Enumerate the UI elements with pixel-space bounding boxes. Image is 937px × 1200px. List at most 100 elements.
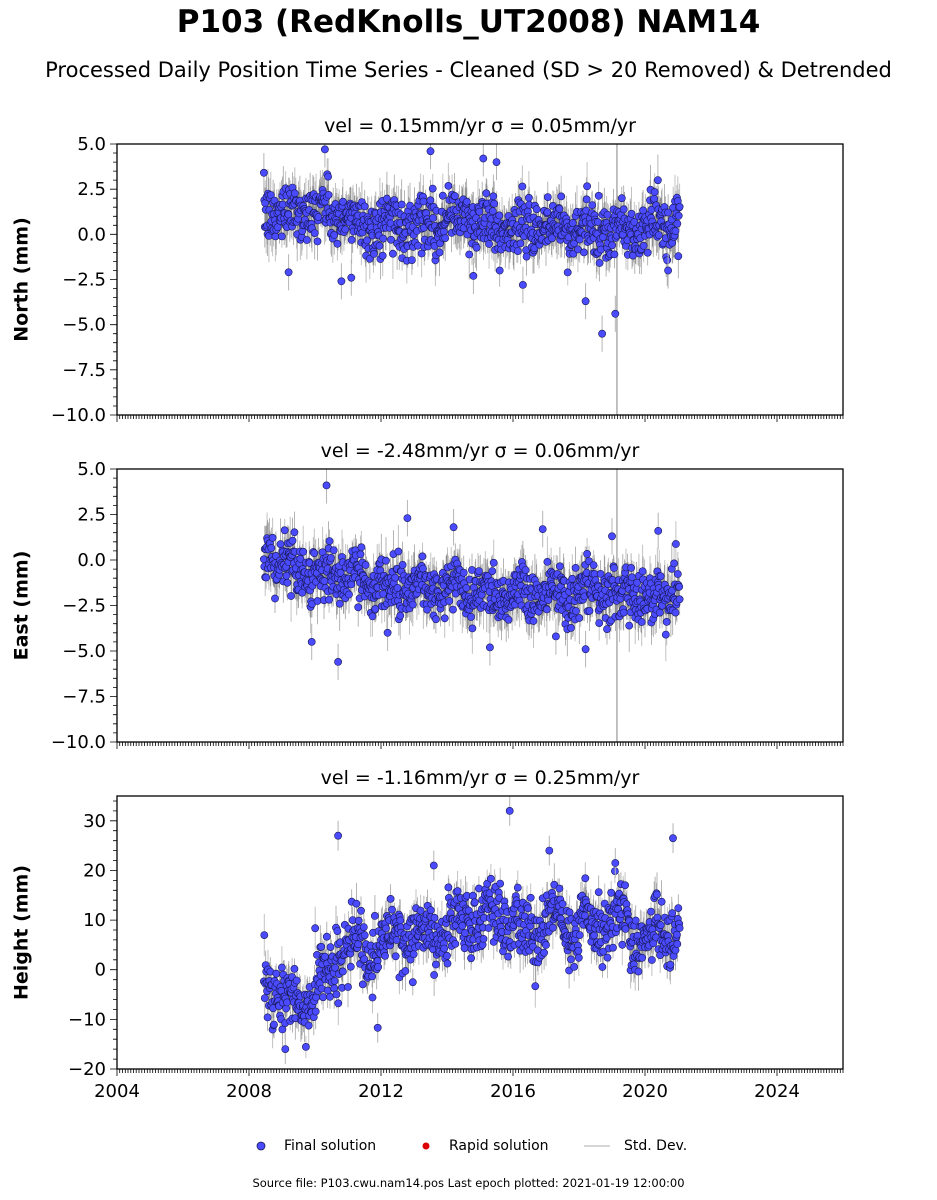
north-point: [580, 248, 588, 257]
height-point: [320, 952, 329, 961]
east-point: [543, 605, 551, 614]
east-point: [467, 613, 475, 621]
legend-item-std: Std. Dev.: [584, 1138, 687, 1154]
height-point: [360, 931, 369, 940]
north-point: [532, 205, 541, 214]
page-title: P103 (RedKnolls_UT2008) NAM14: [176, 4, 761, 40]
north-point: [438, 191, 447, 200]
east-outlier-point: [307, 638, 316, 646]
height-point: [668, 909, 677, 918]
north-outlier-point: [469, 271, 478, 280]
height-point: [474, 884, 483, 893]
east-point: [310, 549, 319, 558]
height-point: [673, 930, 681, 939]
height-outlier-point: [611, 859, 620, 867]
height-point: [263, 1013, 272, 1022]
north-point: [333, 239, 342, 248]
north-point: [302, 236, 311, 244]
north-y-tick-label: 0.0: [77, 224, 106, 245]
height-point: [358, 980, 367, 989]
north-point: [375, 241, 384, 250]
north-point: [583, 182, 591, 191]
north-point: [428, 184, 437, 193]
north-point: [290, 189, 299, 198]
north-point: [347, 235, 356, 244]
north-point: [650, 188, 659, 196]
height-point: [386, 895, 395, 903]
north-point: [488, 207, 497, 216]
east-point: [396, 611, 405, 620]
height-point: [431, 960, 440, 969]
east-point: [627, 564, 635, 572]
height-y-tick-label: 10: [83, 910, 106, 931]
height-point: [368, 972, 376, 981]
height-y-tick-label: −10: [68, 1009, 106, 1030]
north-point: [643, 248, 652, 257]
north-point: [599, 233, 607, 242]
north-point: [522, 252, 531, 261]
east-point: [283, 578, 292, 587]
east-point: [571, 564, 580, 572]
height-point: [368, 993, 377, 1002]
height-point: [319, 993, 327, 1002]
height-point: [657, 897, 666, 906]
height-point: [396, 916, 405, 925]
height-outlier-point: [281, 1045, 290, 1053]
east-panel-title: vel = -2.48mm/yr σ = 0.06mm/yr: [321, 440, 640, 462]
height-point: [344, 983, 352, 991]
north-point: [407, 256, 416, 264]
east-point: [287, 592, 295, 600]
east-point: [354, 603, 363, 612]
east-point: [329, 546, 338, 555]
east-point: [445, 597, 454, 605]
legend-label-rapid: Rapid solution: [449, 1138, 549, 1154]
east-point: [656, 572, 665, 581]
height-point: [416, 906, 425, 915]
height-point: [311, 1007, 320, 1016]
height-point: [602, 934, 611, 942]
east-point: [335, 599, 344, 608]
north-point: [271, 232, 280, 241]
north-point: [664, 208, 672, 217]
north-point: [582, 195, 591, 204]
height-y-tick-label: 20: [83, 860, 106, 881]
height-point: [621, 925, 630, 933]
legend: Final solution Rapid solution Std. Dev.: [0, 1136, 937, 1158]
height-point: [647, 907, 655, 916]
time-series-plots: 5.0 2.5 0.0 −2.5 −5.0 −7.5 −10.0 vel = 0.15mm/y…: [11, 115, 844, 1102]
height-point: [513, 883, 522, 892]
north-point: [663, 256, 672, 265]
north-point: [330, 230, 339, 239]
height-point: [594, 888, 603, 896]
height-point: [603, 953, 612, 962]
height-point: [674, 904, 683, 912]
north-x-ticks: [116, 415, 844, 422]
east-point: [449, 605, 457, 614]
height-outlier-point: [669, 834, 677, 843]
height-point: [598, 963, 607, 971]
height-point: [570, 963, 579, 971]
height-point: [479, 935, 488, 943]
north-point: [266, 191, 275, 199]
north-outlier-point: [519, 280, 527, 289]
height-point: [301, 1043, 310, 1051]
north-point: [593, 218, 602, 226]
east-point: [585, 607, 594, 615]
height-point: [311, 924, 320, 933]
height-point: [461, 929, 469, 937]
north-point: [543, 193, 552, 201]
height-point: [381, 952, 389, 960]
height-point: [496, 879, 505, 888]
east-point: [345, 590, 353, 599]
east-point: [568, 574, 577, 583]
north-point: [548, 234, 556, 243]
height-point: [484, 924, 493, 932]
east-point: [418, 552, 427, 561]
north-outlier-point: [598, 329, 606, 338]
height-outlier-point: [545, 846, 554, 855]
height-point: [326, 992, 334, 1001]
east-point: [474, 567, 483, 575]
height-point: [374, 963, 382, 971]
north-point: [444, 181, 453, 190]
east-point: [423, 605, 431, 614]
